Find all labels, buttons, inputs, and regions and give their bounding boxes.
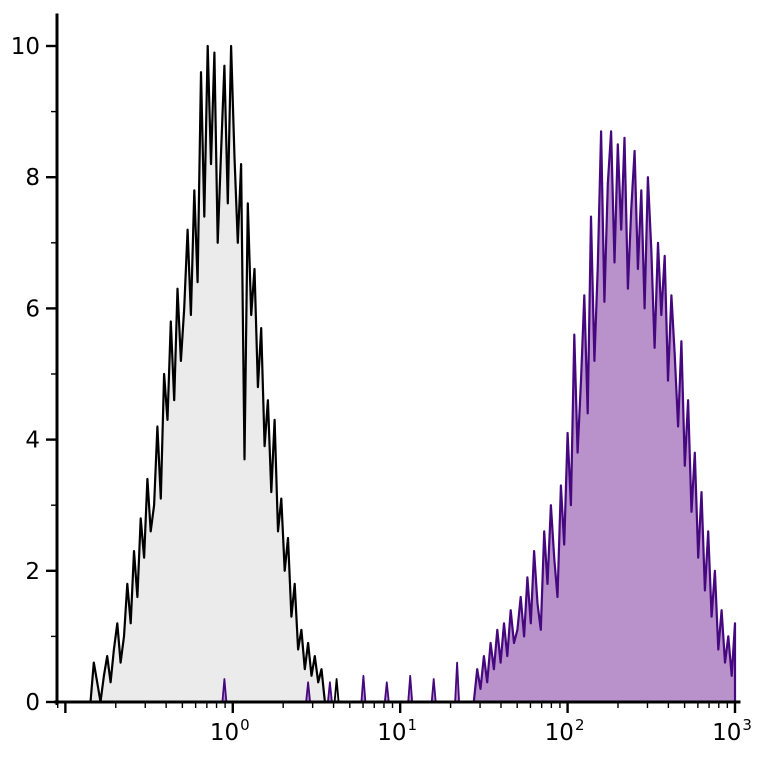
x-axis-ticks xyxy=(57,702,737,713)
axes xyxy=(54,13,741,705)
stained-purple-spike xyxy=(430,678,437,703)
x-tick-label: 100 xyxy=(210,716,250,746)
x-tick-label: 102 xyxy=(545,716,585,746)
stained-purple-spike xyxy=(327,681,333,703)
x-tick-label: 103 xyxy=(712,716,752,746)
stained-purple-outline xyxy=(472,130,737,704)
y-tick-label: 4 xyxy=(25,428,40,454)
stained-purple-spike xyxy=(383,681,390,703)
series-purple-stained xyxy=(221,130,737,704)
x-axis-tick-labels: 100 101 102 103 xyxy=(210,716,752,746)
unstained-control-black-fill xyxy=(90,46,325,702)
stained-purple-spike xyxy=(360,674,367,703)
y-tick-label: 10 xyxy=(11,34,40,60)
y-tick-label: 0 xyxy=(25,690,40,716)
y-axis-tick-labels: 0 2 4 6 8 10 xyxy=(11,34,40,716)
series-black-control xyxy=(89,44,340,704)
stained-purple-spike xyxy=(454,661,460,703)
unstained-control-black-outline xyxy=(89,44,326,704)
y-axis-ticks xyxy=(46,44,57,704)
y-tick-label: 2 xyxy=(25,559,40,585)
stained-purple-fill xyxy=(473,131,735,703)
x-tick-label: 101 xyxy=(377,716,417,746)
unstained-control-black-spike xyxy=(333,678,340,703)
stained-purple-spike xyxy=(407,674,414,703)
y-tick-label: 6 xyxy=(25,296,40,322)
y-tick-label: 8 xyxy=(25,165,40,191)
